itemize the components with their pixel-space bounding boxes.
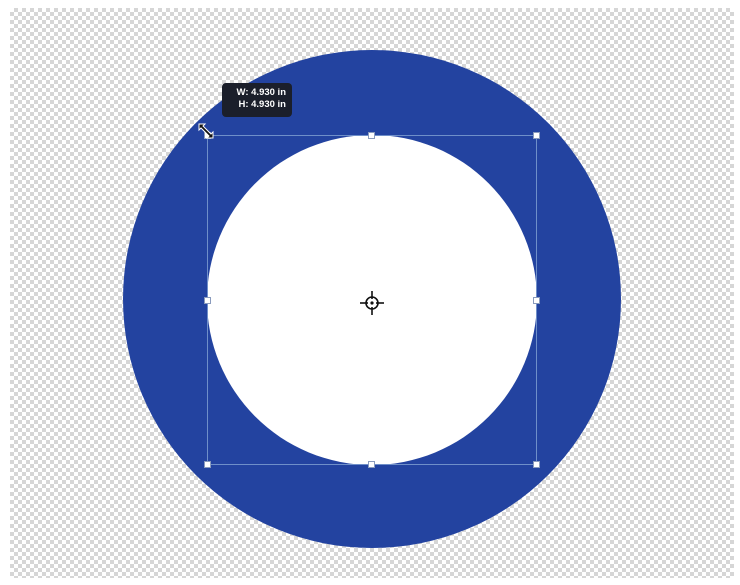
crosshair-icon[interactable]	[359, 290, 385, 316]
tooltip-width: W: 4.930 in	[236, 87, 286, 98]
handle-top-right[interactable]	[533, 132, 540, 139]
handle-middle-right[interactable]	[533, 297, 540, 304]
handle-bottom-left[interactable]	[204, 461, 211, 468]
handle-bottom-center[interactable]	[368, 461, 375, 468]
document-canvas[interactable]: W: 4.930 in H: 4.930 in	[10, 8, 734, 578]
tooltip-height: H: 4.930 in	[238, 99, 286, 110]
dimension-tooltip: W: 4.930 in H: 4.930 in	[222, 83, 292, 117]
handle-bottom-right[interactable]	[533, 461, 540, 468]
handle-top-center[interactable]	[368, 132, 375, 139]
handle-middle-left[interactable]	[204, 297, 211, 304]
diagonal-resize-cursor-icon	[198, 123, 214, 139]
white-circle-shape[interactable]	[207, 135, 537, 465]
